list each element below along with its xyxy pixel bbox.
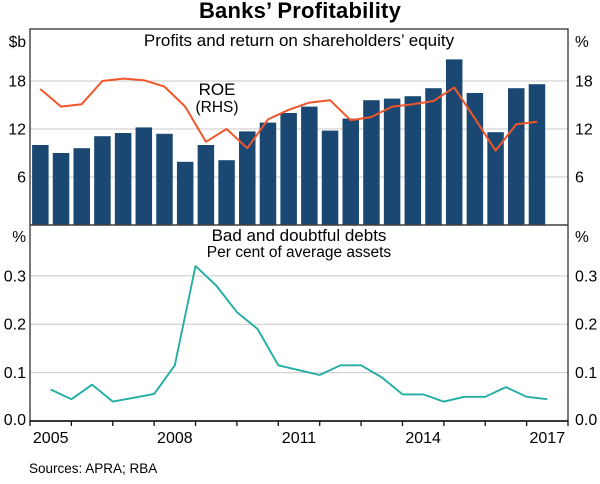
profit-bar xyxy=(280,113,297,225)
profit-bar xyxy=(73,148,90,225)
x-tick-label: 2017 xyxy=(530,430,566,447)
y-tick-label-left-zero: 0.0 xyxy=(4,412,26,429)
profit-bar xyxy=(445,59,463,226)
y-tick-label-right: 18 xyxy=(575,74,593,91)
y-tick-label-left: 12 xyxy=(8,122,26,139)
sources-note: Sources: APRA; RBA xyxy=(29,461,158,476)
profit-bar xyxy=(218,160,235,225)
y-tick-label-right: 0.3 xyxy=(575,268,597,285)
y-tick-label-right: 0.1 xyxy=(575,365,597,382)
profit-bar xyxy=(425,88,442,225)
roe-line xyxy=(39,77,538,152)
bottom-left-unit-label: % xyxy=(12,229,26,246)
y-tick-label-right: 0.2 xyxy=(575,317,597,334)
x-tick-label: 2014 xyxy=(405,430,441,447)
profit-bar xyxy=(94,136,111,225)
bottom-right-unit-label: % xyxy=(575,229,589,246)
x-tick-label: 2008 xyxy=(157,430,193,447)
profit-bar xyxy=(466,93,484,225)
x-tick-label: 2011 xyxy=(282,430,317,447)
profit-bar xyxy=(383,98,401,225)
profit-bar xyxy=(156,133,173,225)
profit-bar xyxy=(32,145,49,225)
profit-bar xyxy=(114,133,132,225)
profit-bar xyxy=(259,122,277,225)
profit-bar xyxy=(301,106,318,225)
y-tick-label-left: 0.2 xyxy=(4,317,26,334)
y-tick-label-left: 0.1 xyxy=(4,365,26,382)
profit-bar xyxy=(176,161,194,225)
y-tick-label-right: 12 xyxy=(575,122,593,139)
profit-bar xyxy=(135,127,153,225)
bottom-panel-subtitle: Per cent of average assets xyxy=(207,244,392,261)
profit-bar xyxy=(363,100,380,225)
profit-bar xyxy=(528,84,546,225)
y-tick-label-left: 6 xyxy=(17,170,26,187)
profit-bar xyxy=(487,132,504,225)
y-tick-label-right: 6 xyxy=(575,170,584,187)
top-left-unit-label: $b xyxy=(9,34,26,51)
profit-bar xyxy=(197,145,215,225)
y-tick-label-right-zero: 0.0 xyxy=(575,412,597,429)
profit-bar xyxy=(239,131,256,225)
bottom-panel-title: Bad and doubtful debts xyxy=(212,226,387,245)
top-right-unit-label: % xyxy=(575,34,589,51)
roe-annotation-label: ROE xyxy=(199,80,236,99)
profit-bar xyxy=(321,130,339,225)
chart-title: Banks’ Profitability xyxy=(198,0,402,23)
profit-bar xyxy=(342,118,359,225)
top-panel-title: Profits and return on shareholders’ equi… xyxy=(144,31,455,50)
profit-bar xyxy=(52,153,70,225)
y-tick-label-left: 18 xyxy=(8,74,26,91)
profit-bar xyxy=(404,96,422,225)
x-tick-label: 2005 xyxy=(33,430,69,447)
roe-annotation-sublabel: (RHS) xyxy=(195,99,238,116)
y-tick-label-left: 0.3 xyxy=(4,268,26,285)
profit-bar xyxy=(508,88,525,225)
bad-debts-line xyxy=(50,265,548,403)
